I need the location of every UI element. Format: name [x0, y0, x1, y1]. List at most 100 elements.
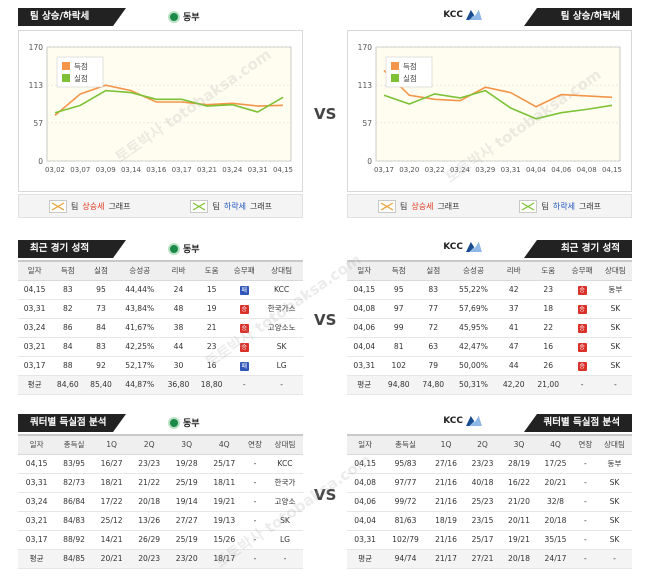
table-cell: 42,47% — [450, 337, 497, 357]
table-cell: 03,31 — [347, 356, 382, 376]
table-cell: - — [573, 492, 598, 512]
table-cell: 85,40 — [84, 375, 118, 395]
column-header: 도움 — [195, 260, 229, 281]
table-cell: 03,31 — [347, 530, 384, 550]
dongbu-logo-icon — [168, 10, 180, 23]
column-header: 실점 — [84, 260, 118, 281]
x-tick-label: 03,17 — [374, 166, 394, 174]
table-row: 04,15 95 83 55,22% 42 23 승 동부 — [347, 280, 632, 300]
table-row: 04,15 83/95 16/27 23/23 19/28 25/17- KCC — [18, 454, 303, 474]
x-tick-label: 03,31 — [248, 166, 268, 174]
right-quarter-title: 쿼터별 득실점 분석 — [524, 414, 632, 432]
y-tick-label: 113 — [29, 81, 44, 90]
table-cell: 28/19 — [500, 454, 538, 474]
table-cell: 83 — [84, 337, 118, 357]
table-cell: 19/21 — [500, 530, 538, 550]
table-cell: 40/18 — [464, 473, 501, 493]
table-cell: 83/95 — [55, 454, 93, 474]
table-cell: 03,31 — [18, 299, 52, 319]
table-cell: SK — [597, 492, 632, 512]
legend-swatch — [62, 74, 70, 82]
column-header: 도움 — [530, 260, 566, 281]
table-cell: 평균 — [347, 549, 384, 569]
table-cell: 한국가스 — [260, 299, 303, 319]
table-cell: 94,80 — [381, 375, 416, 395]
table-cell: 23/20 — [167, 549, 206, 569]
table-cell: 88/92 — [55, 530, 93, 550]
table-row: 03,24 86/84 17/22 20/18 19/14 19/21- 고양소 — [18, 492, 303, 512]
table-cell: 03,31 — [18, 473, 56, 493]
right-line-chart: 0 57 113 170 03,17 03,20 03,22 03,24 03,29 03,31 0… — [358, 43, 622, 174]
table-cell: 37 — [496, 299, 531, 319]
table-row: 03,21 84/83 25/12 13/26 27/27 19/13- SK — [18, 511, 303, 531]
table-cell: 13/26 — [130, 511, 168, 531]
table-cell: 83 — [416, 280, 451, 300]
table-row: 03,31 82/73 18/21 21/22 25/19 18/11- 한국가 — [18, 473, 303, 493]
table-cell: 25/19 — [167, 473, 206, 493]
x-tick-label: 03,07 — [70, 166, 90, 174]
table-cell: 92 — [84, 356, 118, 376]
result-badge: 승 — [239, 323, 249, 333]
result-badge: 승 — [577, 323, 587, 333]
column-header: 승무패 — [565, 260, 599, 281]
y-tick-label: 113 — [358, 81, 373, 90]
table-cell: 42,25% — [117, 337, 162, 357]
table-cell: 27/21 — [464, 549, 501, 569]
table-cell: 16/27 — [92, 454, 131, 474]
x-tick-label: 04,15 — [602, 166, 622, 174]
table-cell: - — [243, 454, 268, 474]
right-trend-legend: 팀 상승세 그래프 팀 하락세 그래프 — [347, 194, 632, 218]
column-header: 총득실 — [383, 434, 428, 455]
table-cell: 25/23 — [464, 492, 501, 512]
table-cell: 25/12 — [92, 511, 131, 531]
table-cell: SK — [597, 511, 632, 531]
table-cell: 44 — [161, 337, 196, 357]
column-header: 연장 — [573, 434, 598, 455]
table-row: 04,04 81 63 42,47% 47 16 승 SK — [347, 337, 632, 357]
table-cell: 한국가 — [267, 473, 303, 493]
table-cell: 동부 — [598, 280, 632, 300]
table-row: 04,08 97 77 57,69% 37 18 승 SK — [347, 299, 632, 319]
table-row: 03,31 102 79 50,00% 44 26 승 SK — [347, 356, 632, 376]
table-cell: 21/17 — [427, 549, 465, 569]
table-cell: SK — [598, 299, 632, 319]
table-row: 04,15 95/83 27/16 23/23 28/19 17/25- 동부 — [347, 454, 632, 474]
table-cell: 50,31% — [450, 375, 497, 395]
table-cell: - — [598, 375, 632, 395]
table-cell: 23/15 — [464, 511, 501, 531]
right-trend-title: 팀 상승/하락세 — [524, 8, 632, 26]
table-cell: - — [573, 530, 598, 550]
column-header: 일자 — [347, 260, 382, 281]
right-quarter-panel: 쿼터별 득실점 분석 KCC 일자 총득실 1Q 2Q 3Q 4Q 연장 상대팀 04,15 95… — [347, 412, 632, 569]
x-tick-label: 03,20 — [399, 166, 419, 174]
column-header: 상대팀 — [260, 260, 303, 281]
left-trend-title: 팀 상승/하락세 — [18, 8, 126, 26]
table-row: 03,24 86 84 41,67% 38 21 승 고양소노 — [18, 318, 303, 338]
table-cell: 23/23 — [130, 454, 168, 474]
table-cell: SK — [597, 530, 632, 550]
table-cell: 23/23 — [464, 454, 501, 474]
table-cell: 30 — [161, 356, 196, 376]
table-row: 04,06 99 72 45,95% 41 22 승 SK — [347, 318, 632, 338]
result-badge: 승 — [239, 342, 249, 352]
column-header: 득점 — [51, 260, 85, 281]
table-cell: 21/20 — [500, 492, 538, 512]
legend-label: 득점 — [403, 61, 417, 71]
table-cell: 52,17% — [117, 356, 162, 376]
right-trend-panel: 팀 상승/하락세 KCC — [347, 6, 632, 28]
column-header: 실점 — [416, 260, 451, 281]
result-badge: 승 — [577, 304, 587, 314]
table-row: 04,08 97/77 21/16 40/18 16/22 20/21- SK — [347, 473, 632, 493]
table-cell: 15/26 — [205, 530, 244, 550]
kcc-logo-icon — [466, 242, 482, 252]
table-cell: SK — [598, 356, 632, 376]
table-cell: 43,84% — [117, 299, 162, 319]
table-cell: 94/74 — [383, 549, 428, 569]
table-cell: LG — [267, 530, 303, 550]
table-row: 평균 84/85 20/21 20/23 23/20 18/17- - — [18, 549, 303, 569]
table-cell: 84 — [51, 337, 85, 357]
left-team-name-trend: 동부 — [168, 10, 200, 23]
table-cell: KCC — [260, 280, 303, 300]
table-cell: - — [565, 375, 599, 395]
column-header: 승성공 — [117, 260, 162, 281]
